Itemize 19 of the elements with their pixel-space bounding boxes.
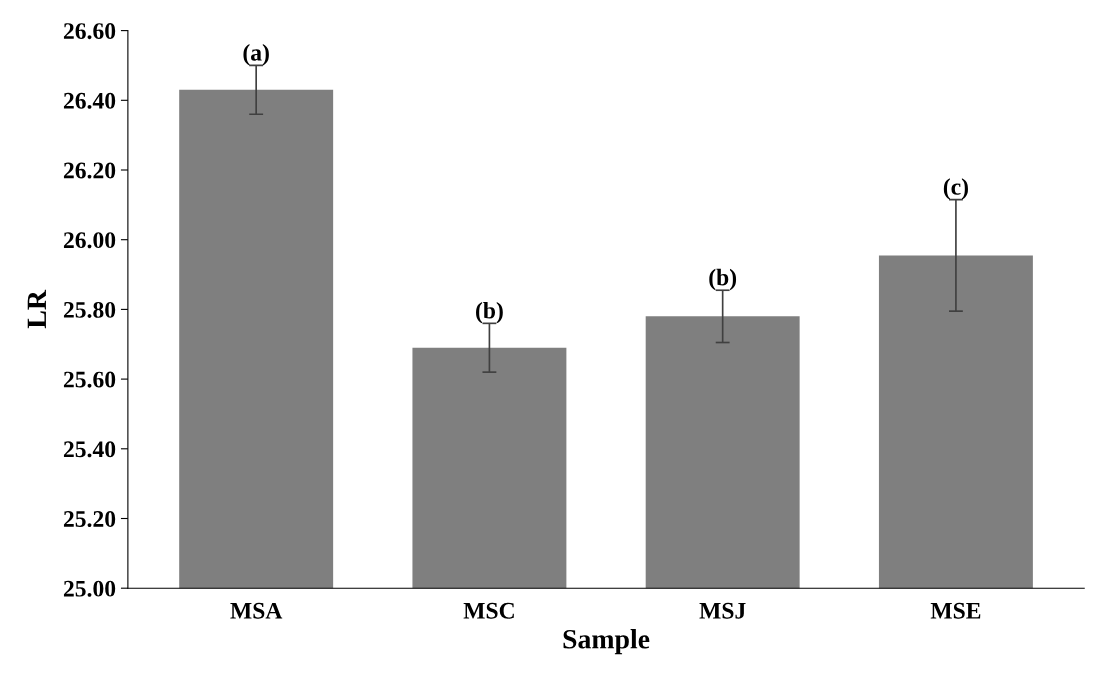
y-axis-title: LR <box>27 289 46 329</box>
y-tick-label: 26.40 <box>63 92 116 109</box>
annotation: (c) <box>943 178 968 200</box>
annotation: (a) <box>243 44 269 66</box>
y-tick-label: 25.80 <box>63 301 116 318</box>
x-tick-label: MSC <box>463 602 514 619</box>
y-tick-label: 25.00 <box>63 580 116 597</box>
x-tick-label: MSA <box>230 602 283 619</box>
annotation: (b) <box>709 268 737 291</box>
x-tick-label: MSE <box>930 602 981 619</box>
x-axis-title: Sample <box>563 629 650 655</box>
annotation: (b) <box>476 301 503 324</box>
x-tick-label: MSJ <box>699 602 746 619</box>
y-tick-label: 25.60 <box>63 371 116 388</box>
y-tick-label: 26.00 <box>63 232 116 249</box>
y-tick-label: 25.40 <box>63 441 116 458</box>
y-tick-label: 26.60 <box>63 23 116 40</box>
y-tick-label: 26.20 <box>63 162 116 179</box>
y-tick-label: 25.20 <box>63 510 116 528</box>
